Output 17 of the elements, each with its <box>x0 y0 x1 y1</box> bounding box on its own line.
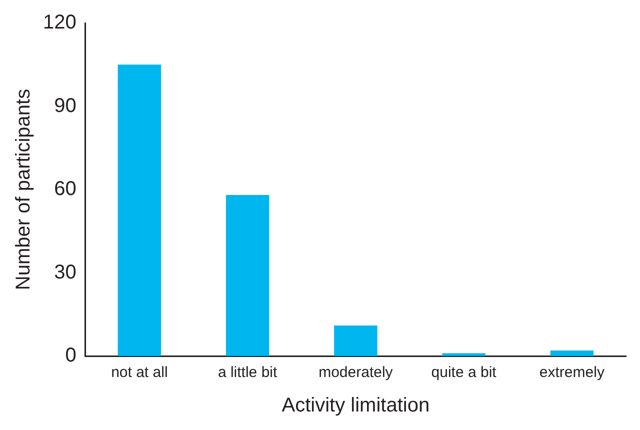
bar <box>550 350 594 356</box>
bar <box>334 325 378 356</box>
y-axis-title: Number of participants <box>12 88 35 290</box>
bar <box>442 353 486 356</box>
bar <box>226 195 270 356</box>
x-tick-label: not at all <box>111 364 168 382</box>
x-axis-title: Activity limitation <box>282 394 430 417</box>
x-tick-label: quite a bit <box>431 364 498 382</box>
x-tick-label: extremely <box>539 364 605 382</box>
y-tick-label: 60 <box>54 178 76 200</box>
y-tick-label: 90 <box>54 94 76 117</box>
x-tick-label: moderately <box>318 364 394 382</box>
x-tick-label: a little bit <box>218 364 278 382</box>
y-tick-label: 0 <box>65 344 76 367</box>
y-tick-label: 30 <box>54 261 76 284</box>
y-tick-label: 120 <box>42 12 76 34</box>
bar <box>118 64 162 356</box>
